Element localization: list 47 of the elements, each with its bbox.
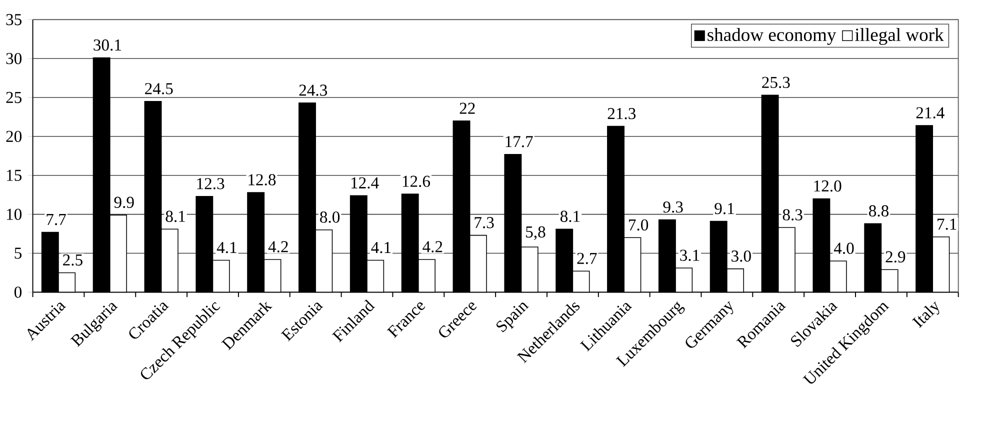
legend-label: illegal work bbox=[855, 28, 944, 46]
y-tick-label: 10 bbox=[6, 208, 22, 220]
data-label: 12.0 bbox=[814, 180, 842, 192]
data-label: 9.1 bbox=[714, 203, 734, 214]
legend-label: shadow economy bbox=[708, 28, 836, 46]
data-label: 7.1 bbox=[938, 218, 956, 230]
x-tick-label: Italy bbox=[912, 302, 940, 328]
data-label: 7.3 bbox=[474, 217, 494, 228]
data-label: 4.0 bbox=[834, 242, 854, 254]
y-tick-label: 15 bbox=[6, 170, 22, 182]
data-label: 4.1 bbox=[216, 242, 236, 254]
y-tick-label: 30 bbox=[6, 53, 22, 64]
data-label: 5,8 bbox=[526, 226, 546, 240]
data-label: 8.1 bbox=[560, 210, 580, 222]
data-label: 24.3 bbox=[299, 84, 328, 96]
data-label: 3.0 bbox=[732, 250, 751, 262]
data-label: 9.9 bbox=[114, 196, 134, 208]
data-label: 4.2 bbox=[422, 241, 442, 253]
data-label: 12.6 bbox=[402, 176, 430, 188]
data-label: 8.0 bbox=[320, 212, 340, 224]
data-label: 12.4 bbox=[351, 178, 379, 189]
y-tick-label: 0 bbox=[14, 286, 22, 298]
data-label: 24.5 bbox=[145, 83, 173, 95]
data-label: 8.1 bbox=[166, 210, 185, 222]
data-label: 4.1 bbox=[371, 242, 391, 254]
data-label: 2.9 bbox=[886, 252, 906, 263]
data-label: 12.8 bbox=[248, 174, 276, 186]
data-label: 25.3 bbox=[762, 77, 790, 88]
data-label: 2.5 bbox=[63, 254, 82, 266]
data-label: 30.1 bbox=[94, 40, 121, 51]
data-label: 7.7 bbox=[46, 214, 66, 226]
y-tick-label: 20 bbox=[6, 131, 22, 142]
data-label: 7.0 bbox=[629, 220, 648, 231]
y-tick-label: 35 bbox=[6, 14, 22, 26]
data-label: 17.7 bbox=[506, 136, 533, 148]
data-label: 3.1 bbox=[680, 250, 700, 262]
data-label: 22 bbox=[460, 102, 475, 114]
data-label: 8.3 bbox=[782, 209, 802, 221]
data-label: 2.7 bbox=[577, 253, 597, 264]
data-label: 9.3 bbox=[663, 202, 683, 213]
data-label: 12.3 bbox=[197, 178, 224, 190]
data-label: 21.4 bbox=[916, 107, 944, 119]
y-tick-label: 25 bbox=[6, 92, 22, 104]
y-tick-label: 5 bbox=[14, 248, 22, 259]
data-label: 8.8 bbox=[869, 206, 889, 217]
data-label: 4.2 bbox=[268, 241, 288, 253]
data-label: 21.3 bbox=[608, 108, 636, 120]
